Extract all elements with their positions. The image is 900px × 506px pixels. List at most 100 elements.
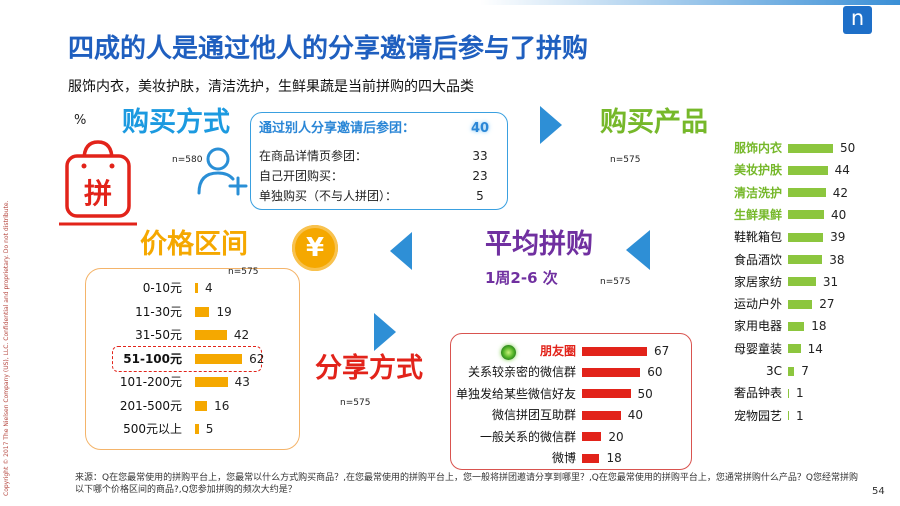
product-category-label: 家居家纺 (733, 274, 782, 289)
method-label: 在商品详情页参团： (259, 149, 368, 163)
product-category-label: 清洁洗护 (733, 185, 782, 200)
price-category-label: 0-10元 (142, 281, 182, 295)
purchase-product-heading: 购买产品 (600, 107, 708, 138)
price-value-label: 4 (205, 281, 213, 295)
method-value: 5 (476, 189, 484, 203)
price-bar (195, 306, 210, 317)
method-label: 通过别人分享邀请后参团： (259, 121, 416, 136)
product-bar (788, 188, 826, 198)
arrow-left-icon (626, 230, 650, 270)
price-range-sample-size: n=575 (228, 267, 259, 277)
purchase-method-sample-size: n=580 (172, 155, 203, 165)
product-value-label: 42 (832, 185, 849, 200)
page-subtitle: 服饰内衣，美妆护肤，清洁洗护，生鲜果蔬是当前拼购的四大品类 (68, 79, 474, 95)
price-bar (195, 377, 228, 387)
product-bar (788, 321, 805, 331)
product-value-label: 7 (801, 364, 809, 378)
price-value-label: 5 (205, 422, 214, 436)
product-value-label: 39 (830, 230, 846, 245)
share-value-label: 18 (606, 451, 622, 465)
price-category-label: 11-30元 (135, 304, 182, 319)
share-bar (582, 389, 631, 399)
price-value-label: 42 (233, 328, 250, 342)
method-label: 自己开团购买： (259, 169, 344, 183)
page-title: 四成的人是通过他人的分享邀请后参与了拼购 (68, 34, 589, 64)
product-value-label: 44 (834, 163, 850, 178)
product-value-label: 31 (822, 274, 839, 289)
share-category-label: 关系较亲密的微信群 (467, 365, 576, 380)
share-bar (582, 432, 602, 442)
top-accent-band (480, 0, 900, 5)
avg-frequency-sample-size: n=575 (600, 277, 631, 287)
share-bar (582, 410, 621, 420)
method-value: 23 (472, 169, 488, 183)
product-value-label: 1 (796, 408, 804, 423)
share-bar-chart: 朋友圈 67 关系较亲密的微信群 60 单独发给某些微信好友 50 微信拼团互助群 40 一般关… (452, 340, 687, 466)
product-category-label: 3C (765, 364, 782, 378)
share-category-label: 微信拼团互助群 (491, 408, 576, 423)
method-label: 单独购买（不与人拼团）： (259, 189, 398, 203)
price-bar-chart: 0-10元 4 11-30元 19 31-50元 42 51-100元 62 101-200元 4… (100, 278, 280, 438)
price-range-heading: 价格区间 (140, 229, 248, 260)
product-value-label: 18 (811, 319, 827, 334)
avg-frequency-heading: 平均拼购 (485, 229, 593, 260)
product-bar (788, 255, 823, 264)
product-category-label: 家用电器 (733, 319, 782, 334)
nielsen-logo: n (843, 6, 872, 34)
share-method-box (450, 333, 692, 470)
product-bar (788, 232, 824, 242)
price-category-label: 201-500元 (119, 398, 182, 413)
price-category-label: 51-100元 (123, 351, 182, 366)
page-number: 54 (872, 486, 885, 497)
share-value-label: 40 (627, 408, 644, 423)
product-bar (788, 210, 824, 220)
product-bar (788, 411, 789, 421)
share-method-sample-size: n=575 (340, 398, 371, 408)
share-bar (582, 346, 647, 356)
product-value-label: 40 (831, 207, 847, 222)
share-bar (582, 453, 600, 463)
share-category-label: 单独发给某些微信好友 (455, 386, 576, 401)
method-value: 40 (470, 121, 490, 136)
share-bar (582, 367, 641, 377)
purchase-method-heading: 购买方式 (122, 107, 230, 138)
product-category-label: 奢品钟表 (733, 386, 782, 401)
product-bar (788, 344, 801, 354)
arrow-right-icon (374, 313, 396, 351)
product-bar (788, 388, 789, 398)
person-add-icon (197, 147, 248, 196)
product-category-label: 宠物园艺 (733, 408, 782, 423)
price-category-label: 500元以上 (123, 422, 182, 436)
price-category-label: 101-200元 (119, 375, 182, 389)
price-bar (195, 330, 227, 340)
product-bar (788, 299, 813, 309)
product-category-label: 食品酒饮 (733, 252, 782, 267)
price-value-label: 43 (234, 375, 250, 389)
share-method-heading: 分享方式 (315, 353, 423, 384)
share-value-label: 20 (608, 429, 624, 444)
product-value-label: 27 (819, 297, 835, 312)
price-bar (195, 400, 208, 411)
percent-unit-label: % (74, 113, 87, 128)
product-value-label: 38 (829, 252, 845, 267)
price-value-label: 19 (216, 304, 232, 319)
product-value-label: 1 (796, 386, 804, 401)
share-category-label: 一般关系的微信群 (479, 429, 576, 444)
yen-coin-icon: ¥ (292, 225, 338, 271)
share-category-label: 微博 (551, 451, 576, 465)
purchase-product-sample-size: n=575 (610, 155, 641, 165)
share-value-label: 50 (637, 386, 653, 401)
arrow-right-icon (540, 106, 562, 144)
price-bar (195, 424, 199, 434)
price-category-label: 31-50元 (135, 328, 182, 342)
price-range-box (85, 268, 300, 450)
product-value-label: 50 (840, 141, 856, 155)
product-bar (788, 366, 795, 376)
share-value-label: 60 (647, 365, 663, 380)
product-bar (788, 143, 833, 153)
price-highlight-frame (112, 346, 262, 372)
product-bar (788, 277, 816, 287)
share-category-label: 朋友圈 (539, 344, 576, 358)
price-value-label: 16 (214, 398, 230, 413)
